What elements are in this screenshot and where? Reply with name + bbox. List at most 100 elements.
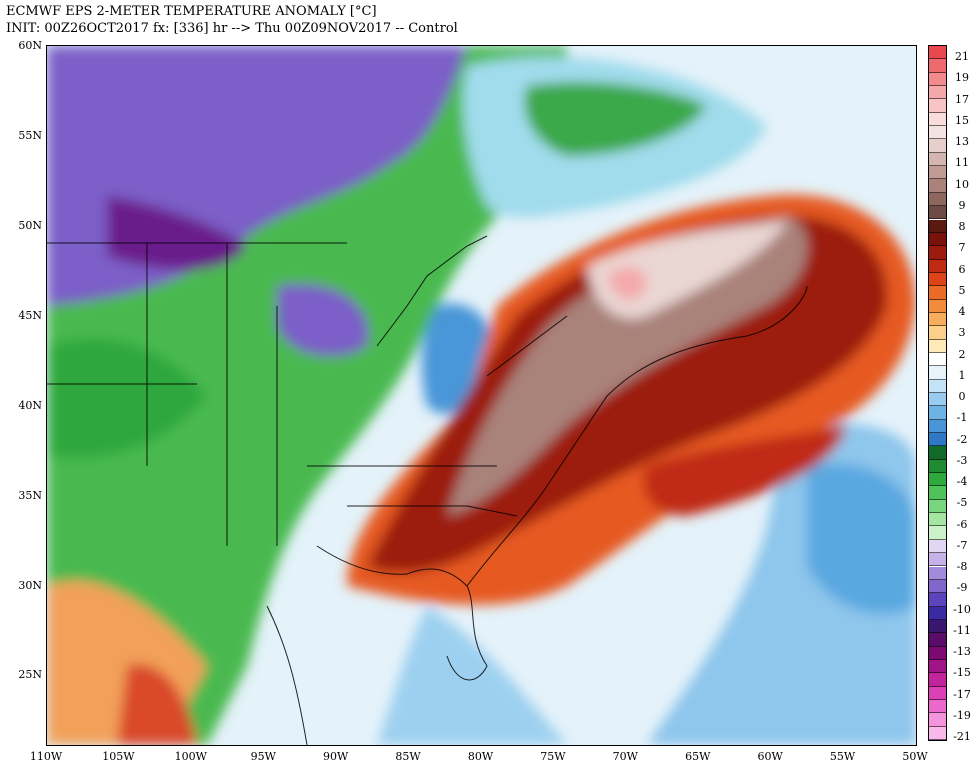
lat-label: 50N (18, 219, 42, 232)
colorbar-cell (929, 192, 946, 207)
colorbar-label: 10 (955, 177, 969, 191)
colorbar-label: 0 (958, 390, 966, 403)
colorbar-cell (929, 459, 946, 474)
colorbar-cell (929, 726, 946, 740)
colorbar-label: 1 (958, 368, 966, 382)
colorbar-label: -9 (956, 581, 968, 595)
colorbar-label: 11 (955, 156, 969, 170)
lon-label: 110W (29, 750, 63, 763)
colorbar-label: 8 (958, 220, 966, 233)
colorbar-cell (929, 326, 946, 340)
lat-label: 25N (18, 668, 42, 681)
colorbar-cell (929, 366, 946, 380)
colorbar-cell (929, 339, 946, 353)
colorbar-cell (929, 86, 946, 100)
colorbar-cell (929, 566, 946, 580)
colorbar-cell (929, 673, 946, 687)
colorbar-cell (929, 272, 946, 287)
colorbar-cell (929, 379, 946, 393)
colorbar-cell (929, 526, 946, 540)
colorbar-cell (929, 713, 946, 727)
lat-label: 35N (18, 489, 42, 502)
lon-label: 60W (757, 750, 783, 763)
colorbar-cell (929, 593, 946, 607)
lat-label: 45N (18, 309, 42, 322)
lon-label: 55W (829, 750, 856, 763)
colorbar-cell (929, 579, 946, 594)
colorbar-label: -17 (953, 687, 971, 701)
colorbar-cell (929, 179, 946, 193)
colorbar-cell (929, 219, 946, 233)
colorbar-cell (929, 633, 946, 647)
colorbar-label: -7 (956, 538, 968, 552)
lon-label: 90W (323, 750, 349, 763)
colorbar-cell (929, 539, 946, 554)
lon-label: 75W (540, 750, 566, 763)
lon-label: 85W (395, 750, 421, 763)
lat-label: 60N (18, 39, 42, 52)
colorbar-cell (929, 619, 946, 634)
colorbar-cell (929, 139, 946, 153)
lon-label: 65W (685, 750, 711, 763)
colorbar (928, 45, 947, 741)
colorbar-label: 6 (958, 262, 966, 276)
colorbar-label: -1 (956, 411, 968, 425)
lon-label: 100W (174, 750, 207, 763)
colorbar-cell (929, 606, 946, 620)
colorbar-cell (929, 686, 946, 700)
lon-label: 70W (612, 750, 638, 763)
colorbar-cell (929, 352, 946, 367)
colorbar-label: 5 (958, 283, 966, 297)
colorbar-cell (929, 112, 946, 127)
colorbar-label: -6 (956, 517, 968, 531)
colorbar-label: 7 (958, 241, 966, 255)
colorbar-cell (929, 232, 946, 247)
colorbar-cell (929, 99, 946, 113)
colorbar-cell (929, 473, 946, 487)
lon-label: 105W (102, 750, 135, 763)
lon-label: 80W (467, 750, 494, 763)
colorbar-cell (929, 699, 946, 714)
colorbar-cell (929, 433, 946, 447)
colorbar-label: 3 (958, 326, 966, 340)
anomaly-map (46, 45, 917, 746)
colorbar-cell (929, 646, 946, 660)
colorbar-label: 21 (955, 50, 969, 63)
colorbar-cell (929, 259, 946, 273)
colorbar-label: -8 (956, 560, 968, 573)
lon-label: 95W (250, 750, 276, 763)
colorbar-label: -11 (953, 623, 971, 637)
colorbar-label: 2 (958, 347, 966, 361)
colorbar-label: -13 (953, 645, 971, 658)
colorbar-label: -4 (956, 475, 968, 488)
lat-label: 55N (18, 129, 42, 142)
colorbar-cell (929, 166, 946, 180)
colorbar-cell (929, 206, 946, 220)
colorbar-label: 13 (955, 135, 969, 148)
colorbar-label: 15 (955, 113, 969, 127)
colorbar-label: -3 (956, 453, 968, 467)
colorbar-label: -15 (953, 666, 971, 680)
colorbar-cell (929, 406, 946, 420)
colorbar-cell (929, 286, 946, 300)
colorbar-label: 9 (958, 198, 966, 212)
colorbar-cell (929, 553, 946, 567)
lat-label: 40N (18, 399, 42, 412)
colorbar-cell (929, 513, 946, 527)
colorbar-label: 17 (955, 92, 969, 106)
chart-subtitle: INIT: 00Z26OCT2017 fx: [336] hr --> Thu … (6, 21, 458, 36)
colorbar-cell (929, 72, 946, 87)
chart-title: ECMWF EPS 2-METER TEMPERATURE ANOMALY [°… (6, 4, 377, 19)
colorbar-label: -19 (953, 708, 971, 722)
colorbar-cell (929, 126, 946, 140)
colorbar-label: 4 (958, 305, 966, 318)
colorbar-label: -5 (956, 496, 968, 510)
colorbar-cell (929, 246, 946, 260)
colorbar-label: -2 (956, 432, 968, 446)
colorbar-cell (929, 46, 946, 60)
colorbar-cell (929, 486, 946, 500)
colorbar-cell (929, 152, 946, 167)
colorbar-cell (929, 299, 946, 313)
colorbar-cell (929, 312, 946, 327)
colorbar-label: -21 (953, 730, 971, 743)
